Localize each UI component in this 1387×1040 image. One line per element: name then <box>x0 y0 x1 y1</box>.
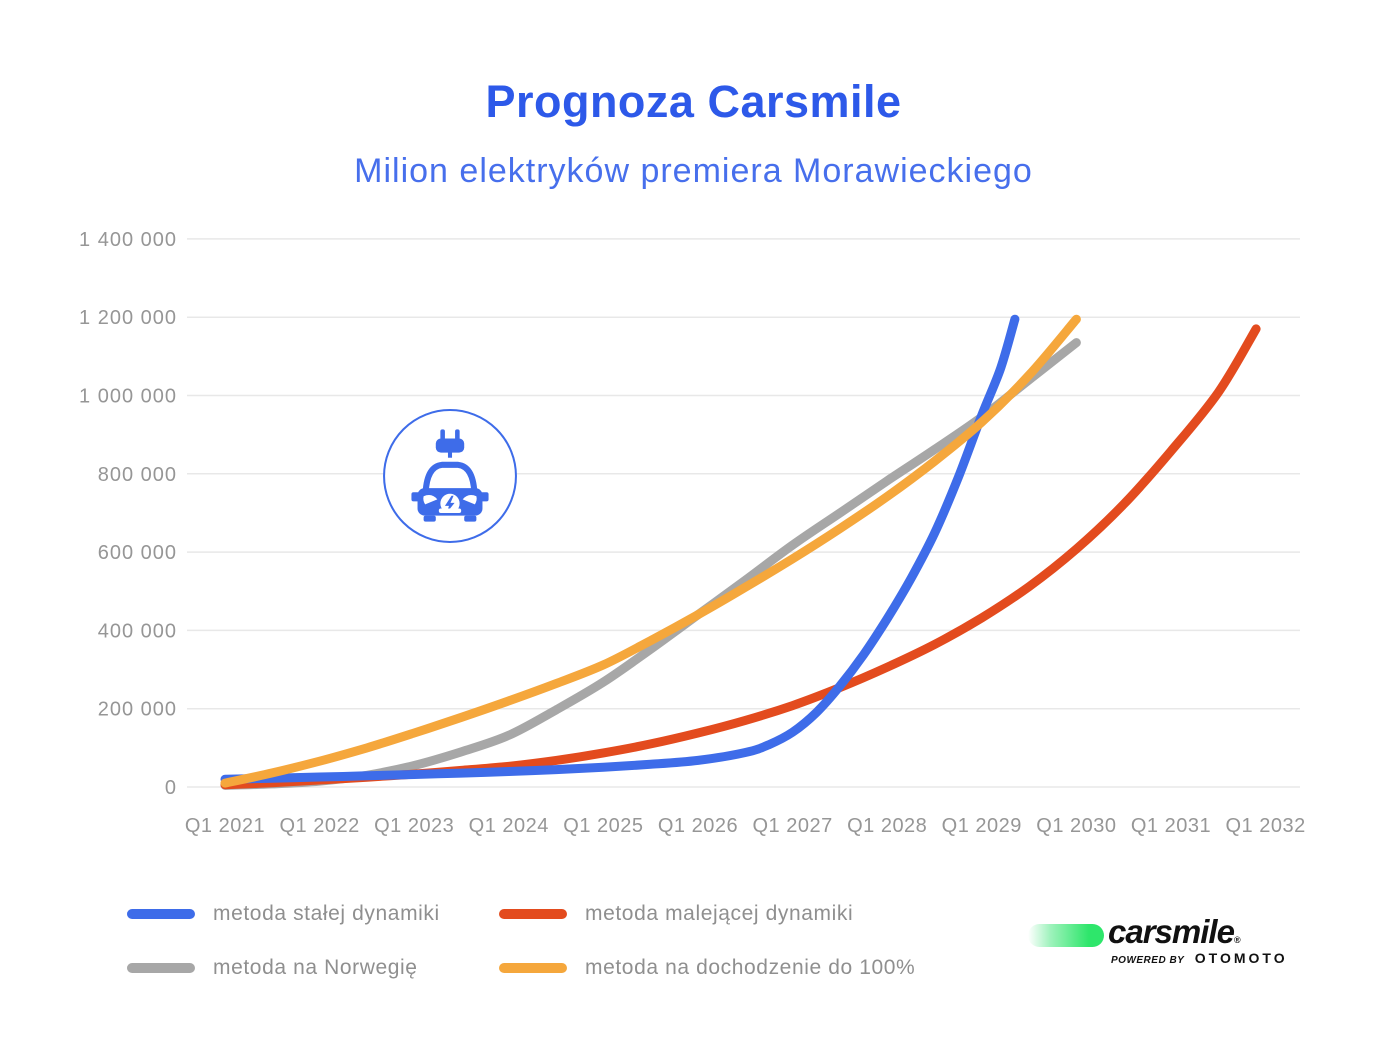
series-line-1 <box>220 324 1261 790</box>
chart-legend: metoda stałej dynamiki metoda malejącej … <box>127 901 915 980</box>
x-tick-label: Q1 2028 <box>847 815 927 837</box>
y-tick-label: 400 000 <box>98 620 177 642</box>
x-tick-label: Q1 2029 <box>942 815 1022 837</box>
legend-swatch-gray <box>127 962 195 973</box>
x-tick-label: Q1 2027 <box>752 815 832 837</box>
y-tick-label: 1 000 000 <box>79 386 177 408</box>
electric-car-icon <box>383 409 517 543</box>
y-tick-label: 600 000 <box>98 542 177 564</box>
y-tick-label: 1 200 000 <box>79 307 177 329</box>
x-tick-label: Q1 2030 <box>1036 815 1116 837</box>
y-tick-label: 200 000 <box>98 699 177 721</box>
x-tick-label: Q1 2025 <box>563 815 643 837</box>
x-tick-label: Q1 2031 <box>1131 815 1211 837</box>
page-subtitle: Milion elektryków premiera Morawieckiego <box>354 152 1033 190</box>
x-tick-label: Q1 2024 <box>469 815 549 837</box>
electric-car-badge <box>381 407 519 545</box>
y-tick-label: 800 000 <box>98 464 177 486</box>
legend-swatch-blue <box>127 908 195 919</box>
logo-green-swoosh-icon <box>1028 924 1104 947</box>
y-tick-label: 1 400 000 <box>79 229 177 251</box>
series-line-2 <box>220 338 1081 790</box>
legend-item-na-norwegie: metoda na Norwegię <box>127 955 499 980</box>
carsmile-logo: carsmile® POWERED BY OTOMOTO <box>1024 905 1285 975</box>
logo-wordmark: carsmile® <box>1108 913 1241 951</box>
powered-by-line: POWERED BY OTOMOTO <box>1111 950 1288 968</box>
y-tick-label: 0 <box>165 777 177 799</box>
legend-item-dochodzenie-100: metoda na dochodzenie do 100% <box>499 955 915 980</box>
powered-by-label: POWERED BY <box>1111 955 1185 966</box>
legend-label: metoda na dochodzenie do 100% <box>585 955 916 979</box>
legend-swatch-red <box>499 908 567 919</box>
legend-item-stala-dynamika: metoda stałej dynamiki <box>127 901 499 926</box>
legend-label: metoda na Norwegię <box>213 955 418 979</box>
x-tick-label: Q1 2026 <box>658 815 738 837</box>
legend-swatch-orange <box>499 962 567 973</box>
x-tick-label: Q1 2021 <box>185 815 265 837</box>
otomoto-wordmark: OTOMOTO <box>1194 950 1288 966</box>
legend-label: metoda stałej dynamiki <box>213 901 440 925</box>
x-tick-label: Q1 2023 <box>374 815 454 837</box>
trademark-mark: ® <box>1233 935 1241 945</box>
series-line-3 <box>220 314 1081 788</box>
x-tick-label: Q1 2032 <box>1225 815 1305 837</box>
legend-label: metoda malejącej dynamiki <box>585 901 854 925</box>
logo-text: carsmile <box>1108 913 1235 950</box>
legend-item-malejaca-dynamika: metoda malejącej dynamiki <box>499 901 915 926</box>
series-line-0 <box>220 314 1020 784</box>
page-title: Prognoza Carsmile <box>485 76 902 127</box>
x-tick-label: Q1 2022 <box>279 815 359 837</box>
